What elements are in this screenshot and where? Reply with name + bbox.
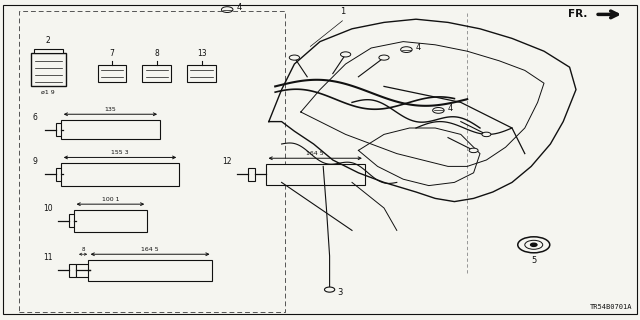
Bar (187, 65, 216, 82)
Bar (61, 120, 160, 139)
Circle shape (221, 7, 233, 12)
Circle shape (469, 148, 478, 153)
Text: FR.: FR. (568, 9, 588, 20)
Text: 4: 4 (237, 4, 242, 12)
Circle shape (401, 47, 412, 52)
Bar (97, 65, 127, 82)
Text: 12: 12 (223, 157, 232, 166)
Bar (76, 264, 90, 277)
Text: 164 5: 164 5 (141, 247, 159, 252)
Text: TR54B0701A: TR54B0701A (590, 304, 632, 310)
Text: 11: 11 (44, 253, 52, 262)
Bar (61, 163, 179, 186)
Bar (34, 49, 63, 53)
Circle shape (482, 132, 491, 137)
Bar (74, 210, 147, 232)
Bar (143, 65, 172, 82)
Text: 8: 8 (81, 247, 85, 252)
Text: 5: 5 (532, 256, 537, 265)
Circle shape (525, 240, 543, 249)
Text: 4: 4 (416, 44, 421, 52)
Text: 4: 4 (448, 104, 453, 113)
Circle shape (433, 108, 444, 113)
Bar (31, 53, 66, 86)
Text: 8: 8 (154, 49, 159, 58)
Text: 155 3: 155 3 (111, 150, 129, 155)
Bar (88, 260, 212, 281)
Bar (19, 11, 285, 312)
Text: 10: 10 (43, 204, 53, 213)
Text: 2: 2 (46, 36, 51, 45)
Text: 7: 7 (109, 49, 115, 58)
Circle shape (379, 55, 389, 60)
Text: ø1 9: ø1 9 (42, 90, 55, 95)
Text: 1: 1 (340, 7, 345, 16)
Text: 164 5: 164 5 (307, 151, 324, 156)
Circle shape (518, 237, 550, 253)
Bar (69, 214, 76, 227)
Bar (248, 168, 255, 181)
Text: 9: 9 (33, 157, 38, 166)
Circle shape (531, 243, 537, 246)
Circle shape (289, 55, 300, 60)
Text: 3: 3 (337, 288, 342, 297)
Text: 13: 13 (196, 49, 207, 58)
Circle shape (340, 52, 351, 57)
Text: 6: 6 (33, 113, 38, 122)
Bar (56, 168, 63, 181)
Bar (56, 123, 63, 136)
Bar (266, 164, 365, 185)
Text: 100 1: 100 1 (102, 196, 119, 202)
Text: 135: 135 (104, 107, 116, 112)
Bar (69, 264, 76, 277)
Circle shape (324, 287, 335, 292)
